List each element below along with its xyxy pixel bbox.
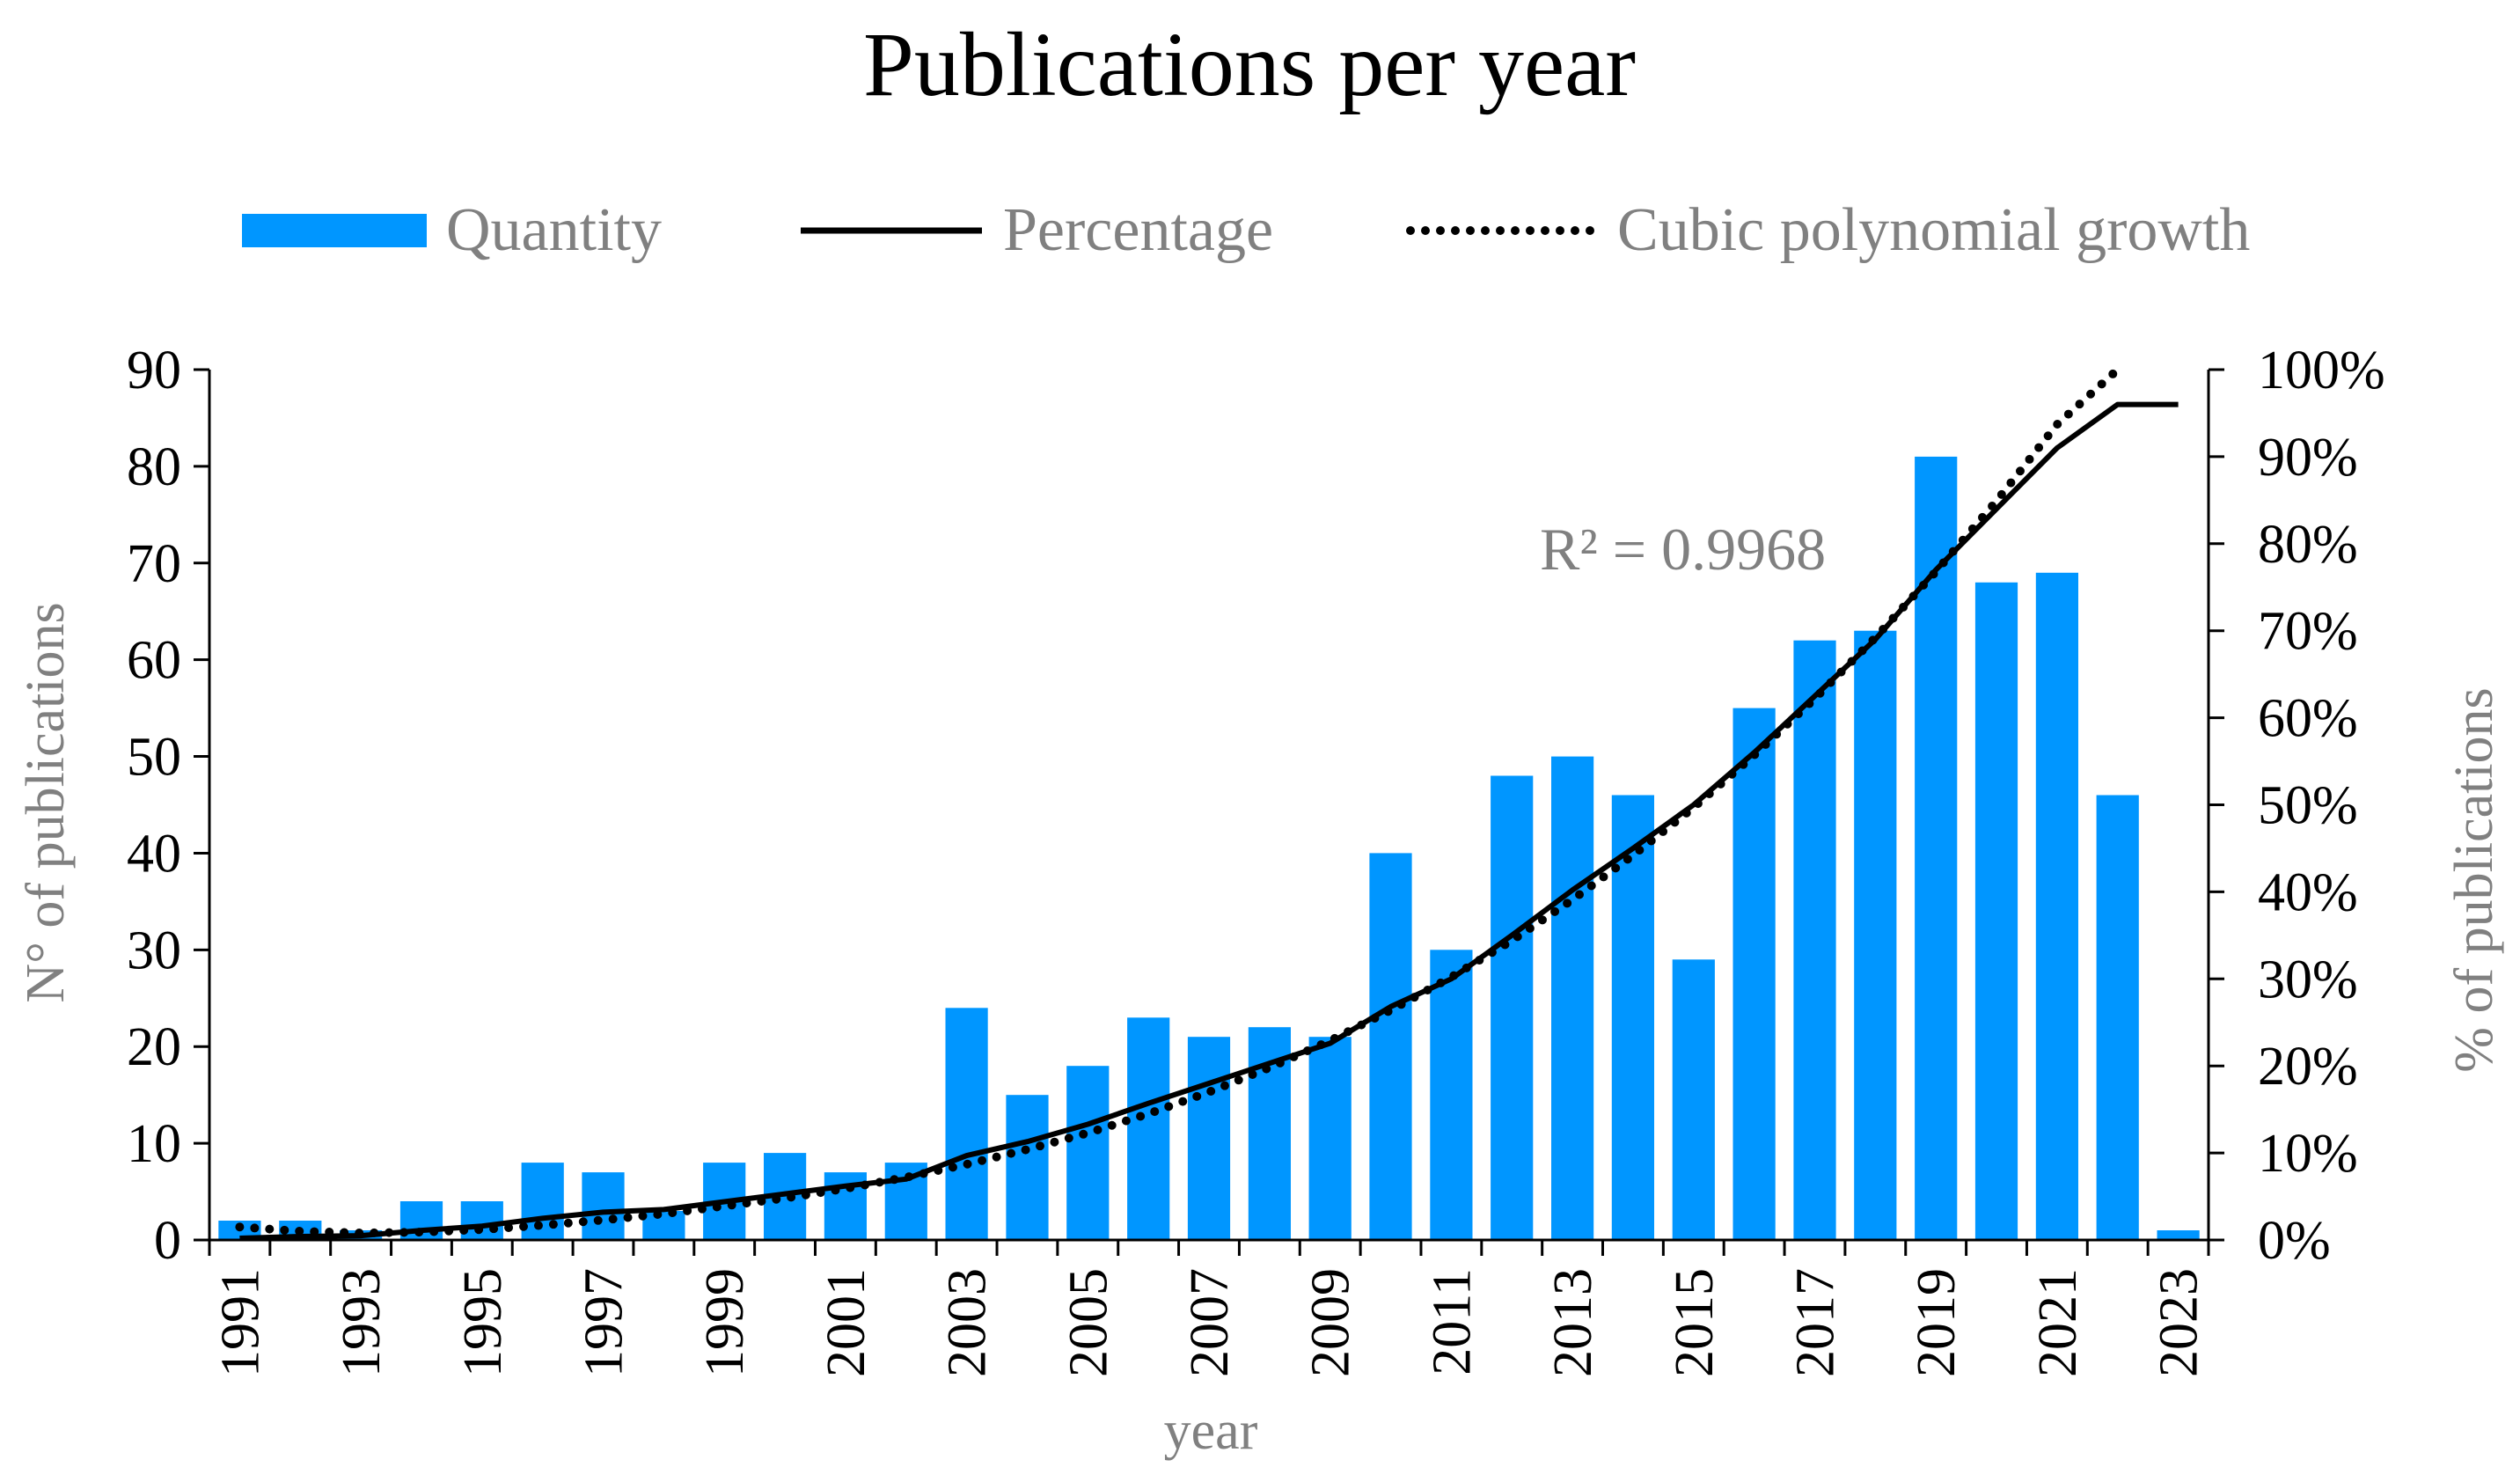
bar-2013 — [1551, 756, 1594, 1240]
x-tick-label: 2007 — [1180, 1268, 1240, 1377]
bar-1998 — [642, 1211, 685, 1240]
bar-2017 — [1793, 640, 1836, 1240]
x-tick-label: 1993 — [332, 1268, 392, 1377]
y2-tick-label: 70% — [2258, 602, 2358, 662]
y-tick-label: 30 — [127, 921, 181, 980]
x-tick-label: 2001 — [817, 1268, 876, 1377]
x-tick-label: 2019 — [1907, 1268, 1967, 1377]
bar-2020 — [1974, 582, 2018, 1240]
y-tick-label: 0 — [154, 1211, 181, 1271]
bar-2015 — [1672, 959, 1715, 1240]
y2-tick-label: 50% — [2258, 776, 2358, 836]
y-tick-label: 90 — [127, 341, 181, 400]
bar-1995 — [460, 1201, 503, 1240]
legend: Quantity Percentage Cubic polynomial gro… — [242, 196, 2250, 264]
y-tick-label: 10 — [127, 1114, 181, 1174]
y2-axis-title: % of publications — [2444, 687, 2504, 1072]
bar-2009 — [1308, 1037, 1352, 1240]
bar-2010 — [1369, 853, 1412, 1240]
cubic-trend-line — [235, 365, 2122, 1238]
bar-2022 — [2096, 795, 2139, 1240]
bar-2021 — [2035, 572, 2078, 1240]
bar-2012 — [1491, 775, 1534, 1240]
bar-2016 — [1732, 708, 1776, 1240]
x-tick-label: 2021 — [2028, 1268, 2088, 1377]
x-tick-label: 1995 — [453, 1268, 513, 1377]
bar-2023 — [2157, 1230, 2200, 1240]
y-tick-label: 70 — [127, 534, 181, 594]
legend-label-quantity: Quantity — [446, 196, 662, 264]
x-tick-label: 2011 — [1422, 1268, 1482, 1376]
bar-1997 — [582, 1172, 625, 1240]
x-tick-label: 2003 — [938, 1268, 998, 1377]
bar-2018 — [1854, 630, 1897, 1240]
y2-tick-label: 60% — [2258, 689, 2358, 749]
y-tick-label: 60 — [127, 631, 181, 691]
bar-1996 — [521, 1163, 564, 1240]
chart-title: Publications per year — [863, 14, 1636, 115]
y2-tick-label: 0% — [2258, 1211, 2331, 1271]
x-axis-title: year — [1164, 1401, 1258, 1461]
bar-2011 — [1430, 950, 1473, 1240]
x-tick-label: 2013 — [1543, 1268, 1603, 1377]
line-series — [235, 365, 2179, 1241]
x-tick-label: 1997 — [575, 1268, 634, 1377]
percentage-line — [239, 401, 2179, 1241]
bar-2005 — [1066, 1066, 1110, 1240]
x-tick-label: 2023 — [2150, 1268, 2209, 1377]
legend-swatch-quantity — [242, 214, 427, 247]
x-tick-label: 1999 — [695, 1268, 755, 1377]
y-tick-label: 40 — [127, 824, 181, 884]
y2-tick-label: 100% — [2258, 341, 2385, 400]
x-tick-label: 2005 — [1059, 1268, 1118, 1377]
bar-2014 — [1611, 795, 1654, 1240]
y-tick-label: 80 — [127, 437, 181, 497]
x-tick-label: 2017 — [1786, 1268, 1846, 1377]
legend-label-percentage: Percentage — [1003, 196, 1273, 264]
y-tick-label: 50 — [127, 728, 181, 788]
x-tick-label: 2009 — [1301, 1268, 1361, 1377]
x-tick-label: 1991 — [210, 1268, 270, 1377]
bar-series — [218, 456, 2200, 1240]
y2-tick-label: 10% — [2258, 1124, 2358, 1184]
y2-tick-label: 80% — [2258, 515, 2358, 575]
bar-2007 — [1187, 1037, 1231, 1240]
y2-tick-label: 90% — [2258, 428, 2358, 488]
y2-tick-label: 30% — [2258, 950, 2358, 1009]
r-squared-annotation: R² = 0.9968 — [1540, 516, 1826, 583]
axes: 0 10 20 30 40 50 60 70 80 90 0% 10% 20% 30% 40% 50% 60% 7… — [127, 341, 2385, 1377]
bar-2006 — [1127, 1017, 1170, 1240]
y-tick-label: 20 — [127, 1017, 181, 1077]
y2-tick-label: 40% — [2258, 862, 2358, 922]
y-axis-title: N° of publications — [16, 602, 76, 1002]
bar-2003 — [945, 1008, 988, 1240]
bar-2004 — [1006, 1095, 1049, 1240]
legend-label-cubic: Cubic polynomial growth — [1617, 196, 2250, 264]
x-tick-label: 2015 — [1665, 1268, 1725, 1377]
y2-tick-label: 20% — [2258, 1037, 2358, 1097]
